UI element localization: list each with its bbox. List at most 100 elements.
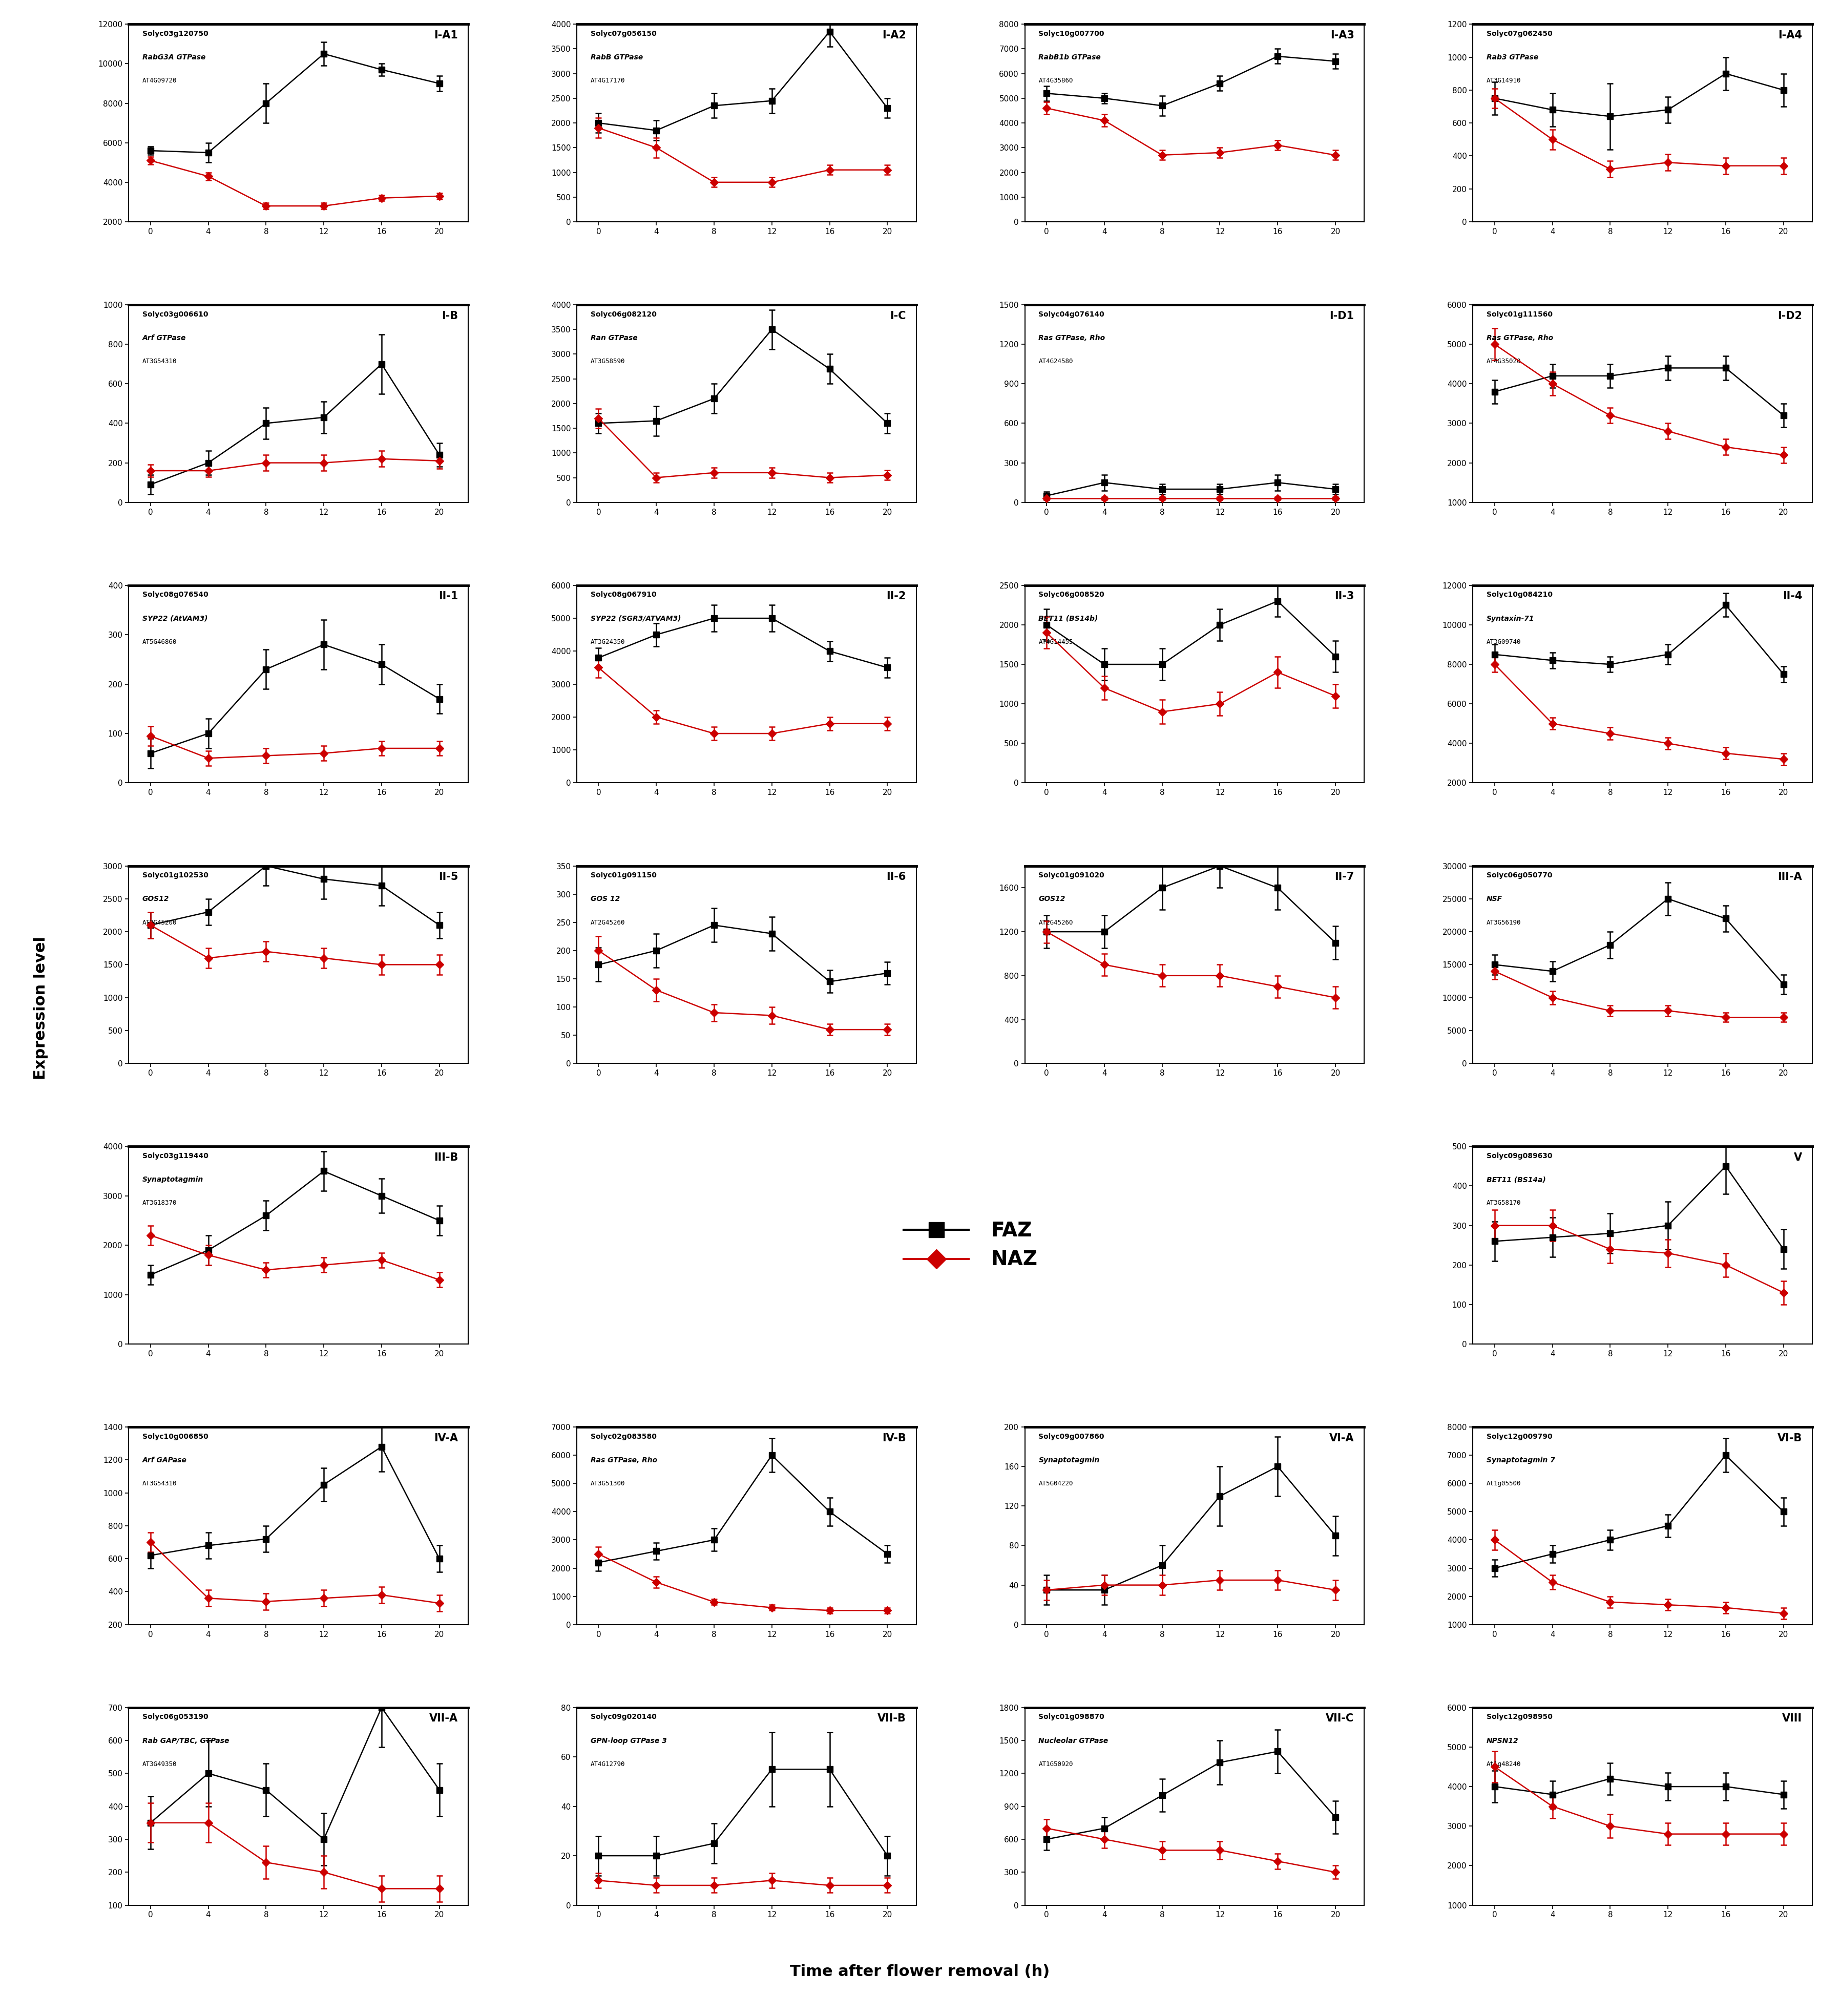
Text: Ras GTPase, Rho: Ras GTPase, Rho: [591, 1458, 657, 1464]
Text: AT4G35860: AT4G35860: [1038, 77, 1073, 85]
Text: Solyc07g056150: Solyc07g056150: [591, 30, 657, 36]
Text: BET11 (BS14a): BET11 (BS14a): [1487, 1175, 1546, 1183]
Text: Time after flower removal (h): Time after flower removal (h): [789, 1964, 1051, 1980]
Text: AT4G09720: AT4G09720: [142, 77, 177, 85]
Text: AT3G54310: AT3G54310: [142, 1480, 177, 1488]
Text: AT2G45260: AT2G45260: [591, 919, 626, 925]
Text: I-B: I-B: [442, 310, 458, 321]
Text: BET11 (BS14b): BET11 (BS14b): [1038, 615, 1098, 623]
Text: Solyc10g007700: Solyc10g007700: [1038, 30, 1104, 36]
Text: AT3G18370: AT3G18370: [142, 1200, 177, 1206]
Text: Synaptotagmin 7: Synaptotagmin 7: [1487, 1458, 1555, 1464]
Text: AT3G51300: AT3G51300: [591, 1480, 626, 1488]
Text: Solyc09g089630: Solyc09g089630: [1487, 1153, 1553, 1159]
Text: AT3G09740: AT3G09740: [1487, 639, 1522, 645]
Text: NSF: NSF: [1487, 895, 1503, 903]
Text: AT5G46860: AT5G46860: [142, 639, 177, 645]
Text: SYP22 (SGR3/ATVAM3): SYP22 (SGR3/ATVAM3): [591, 615, 681, 623]
Text: Ran GTPase: Ran GTPase: [591, 335, 637, 341]
Text: RabB1b GTPase: RabB1b GTPase: [1038, 54, 1100, 60]
Text: I-A3: I-A3: [1330, 30, 1354, 40]
Text: Solyc10g006850: Solyc10g006850: [142, 1433, 208, 1439]
Text: Arf GAPase: Arf GAPase: [142, 1458, 188, 1464]
Text: GPN-loop GTPase 3: GPN-loop GTPase 3: [591, 1738, 666, 1744]
Text: GOS 12: GOS 12: [591, 895, 620, 903]
Text: II-2: II-2: [887, 591, 905, 601]
Text: AT4G12790: AT4G12790: [591, 1760, 626, 1768]
Text: IV-B: IV-B: [881, 1433, 905, 1443]
Text: Solyc06g082120: Solyc06g082120: [591, 310, 657, 319]
Text: AT4G14455: AT4G14455: [1038, 639, 1073, 645]
Text: I-A4: I-A4: [1777, 30, 1801, 40]
Text: VIII: VIII: [1783, 1714, 1801, 1724]
Text: VI-B: VI-B: [1777, 1433, 1801, 1443]
Text: II-3: II-3: [1334, 591, 1354, 601]
Text: Solyc01g091020: Solyc01g091020: [1038, 871, 1104, 879]
Text: Solyc12g009790: Solyc12g009790: [1487, 1433, 1553, 1439]
Text: Solyc01g111560: Solyc01g111560: [1487, 310, 1553, 319]
Text: Syntaxin-71: Syntaxin-71: [1487, 615, 1535, 623]
Text: AT3G14910: AT3G14910: [1487, 77, 1522, 85]
Text: Solyc09g007860: Solyc09g007860: [1038, 1433, 1104, 1439]
Text: VI-A: VI-A: [1328, 1433, 1354, 1443]
Text: RabB GTPase: RabB GTPase: [591, 54, 642, 60]
Text: Solyc09g020140: Solyc09g020140: [591, 1714, 657, 1720]
Text: Rab3 GTPase: Rab3 GTPase: [1487, 54, 1538, 60]
Text: At1g48240: At1g48240: [1487, 1760, 1522, 1768]
Text: Solyc01g102530: Solyc01g102530: [142, 871, 208, 879]
Text: Solyc04g076140: Solyc04g076140: [1038, 310, 1104, 319]
Text: II-7: II-7: [1334, 871, 1354, 883]
Text: I-C: I-C: [891, 310, 905, 321]
Text: V: V: [1794, 1153, 1801, 1163]
Text: Solyc01g091150: Solyc01g091150: [591, 871, 657, 879]
Text: AT2G45200: AT2G45200: [142, 919, 177, 925]
Text: GOS12: GOS12: [1038, 895, 1065, 903]
Text: Arf GTPase: Arf GTPase: [142, 335, 186, 341]
Text: Solyc10g084210: Solyc10g084210: [1487, 591, 1553, 599]
Text: Solyc08g076540: Solyc08g076540: [142, 591, 208, 599]
Text: VII-A: VII-A: [429, 1714, 458, 1724]
Text: Solyc07g062450: Solyc07g062450: [1487, 30, 1553, 36]
Text: SYP22 (AtVAM3): SYP22 (AtVAM3): [142, 615, 208, 623]
Text: AT3G56190: AT3G56190: [1487, 919, 1522, 925]
Text: AT3G24350: AT3G24350: [591, 639, 626, 645]
Text: RabG3A GTPase: RabG3A GTPase: [142, 54, 206, 60]
Text: Rab GAP/TBC, GTPase: Rab GAP/TBC, GTPase: [142, 1738, 230, 1744]
Text: AT5G04220: AT5G04220: [1038, 1480, 1073, 1488]
Text: I-D2: I-D2: [1777, 310, 1801, 321]
Text: GOS12: GOS12: [142, 895, 169, 903]
Text: AT4G35020: AT4G35020: [1487, 359, 1522, 365]
Text: Solyc03g120750: Solyc03g120750: [142, 30, 208, 36]
Text: AT3G58170: AT3G58170: [1487, 1200, 1522, 1206]
Text: III-B: III-B: [434, 1153, 458, 1163]
Text: At1g05500: At1g05500: [1487, 1480, 1522, 1488]
Text: Nucleolar GTPase: Nucleolar GTPase: [1038, 1738, 1108, 1744]
Text: NPSN12: NPSN12: [1487, 1738, 1518, 1744]
Text: Expression level: Expression level: [33, 935, 48, 1081]
Text: Solyc03g119440: Solyc03g119440: [142, 1153, 208, 1159]
Text: IV-A: IV-A: [434, 1433, 458, 1443]
Text: Solyc06g053190: Solyc06g053190: [142, 1714, 208, 1720]
Text: AT4G24580: AT4G24580: [1038, 359, 1073, 365]
Text: Solyc03g006610: Solyc03g006610: [142, 310, 208, 319]
Text: VII-B: VII-B: [878, 1714, 905, 1724]
Text: Solyc01g098870: Solyc01g098870: [1038, 1714, 1104, 1720]
Text: Solyc06g050770: Solyc06g050770: [1487, 871, 1553, 879]
Text: II-1: II-1: [438, 591, 458, 601]
Text: III-A: III-A: [1777, 871, 1801, 883]
Text: AT1G50920: AT1G50920: [1038, 1760, 1073, 1768]
Text: I-D1: I-D1: [1330, 310, 1354, 321]
Text: I-A2: I-A2: [881, 30, 905, 40]
Text: Synaptotagmin: Synaptotagmin: [142, 1175, 204, 1183]
Text: II-6: II-6: [887, 871, 905, 883]
Text: I-A1: I-A1: [434, 30, 458, 40]
Text: Solyc12g098950: Solyc12g098950: [1487, 1714, 1553, 1720]
Text: AT3G54310: AT3G54310: [142, 359, 177, 365]
Text: AT4G17170: AT4G17170: [591, 77, 626, 85]
Text: Solyc08g067910: Solyc08g067910: [591, 591, 657, 599]
Text: AT2G45260: AT2G45260: [1038, 919, 1073, 925]
Text: VII-C: VII-C: [1327, 1714, 1354, 1724]
Text: Ras GTPase, Rho: Ras GTPase, Rho: [1038, 335, 1106, 341]
Text: Synaptotagmin: Synaptotagmin: [1038, 1458, 1100, 1464]
Text: AT3G58590: AT3G58590: [591, 359, 626, 365]
